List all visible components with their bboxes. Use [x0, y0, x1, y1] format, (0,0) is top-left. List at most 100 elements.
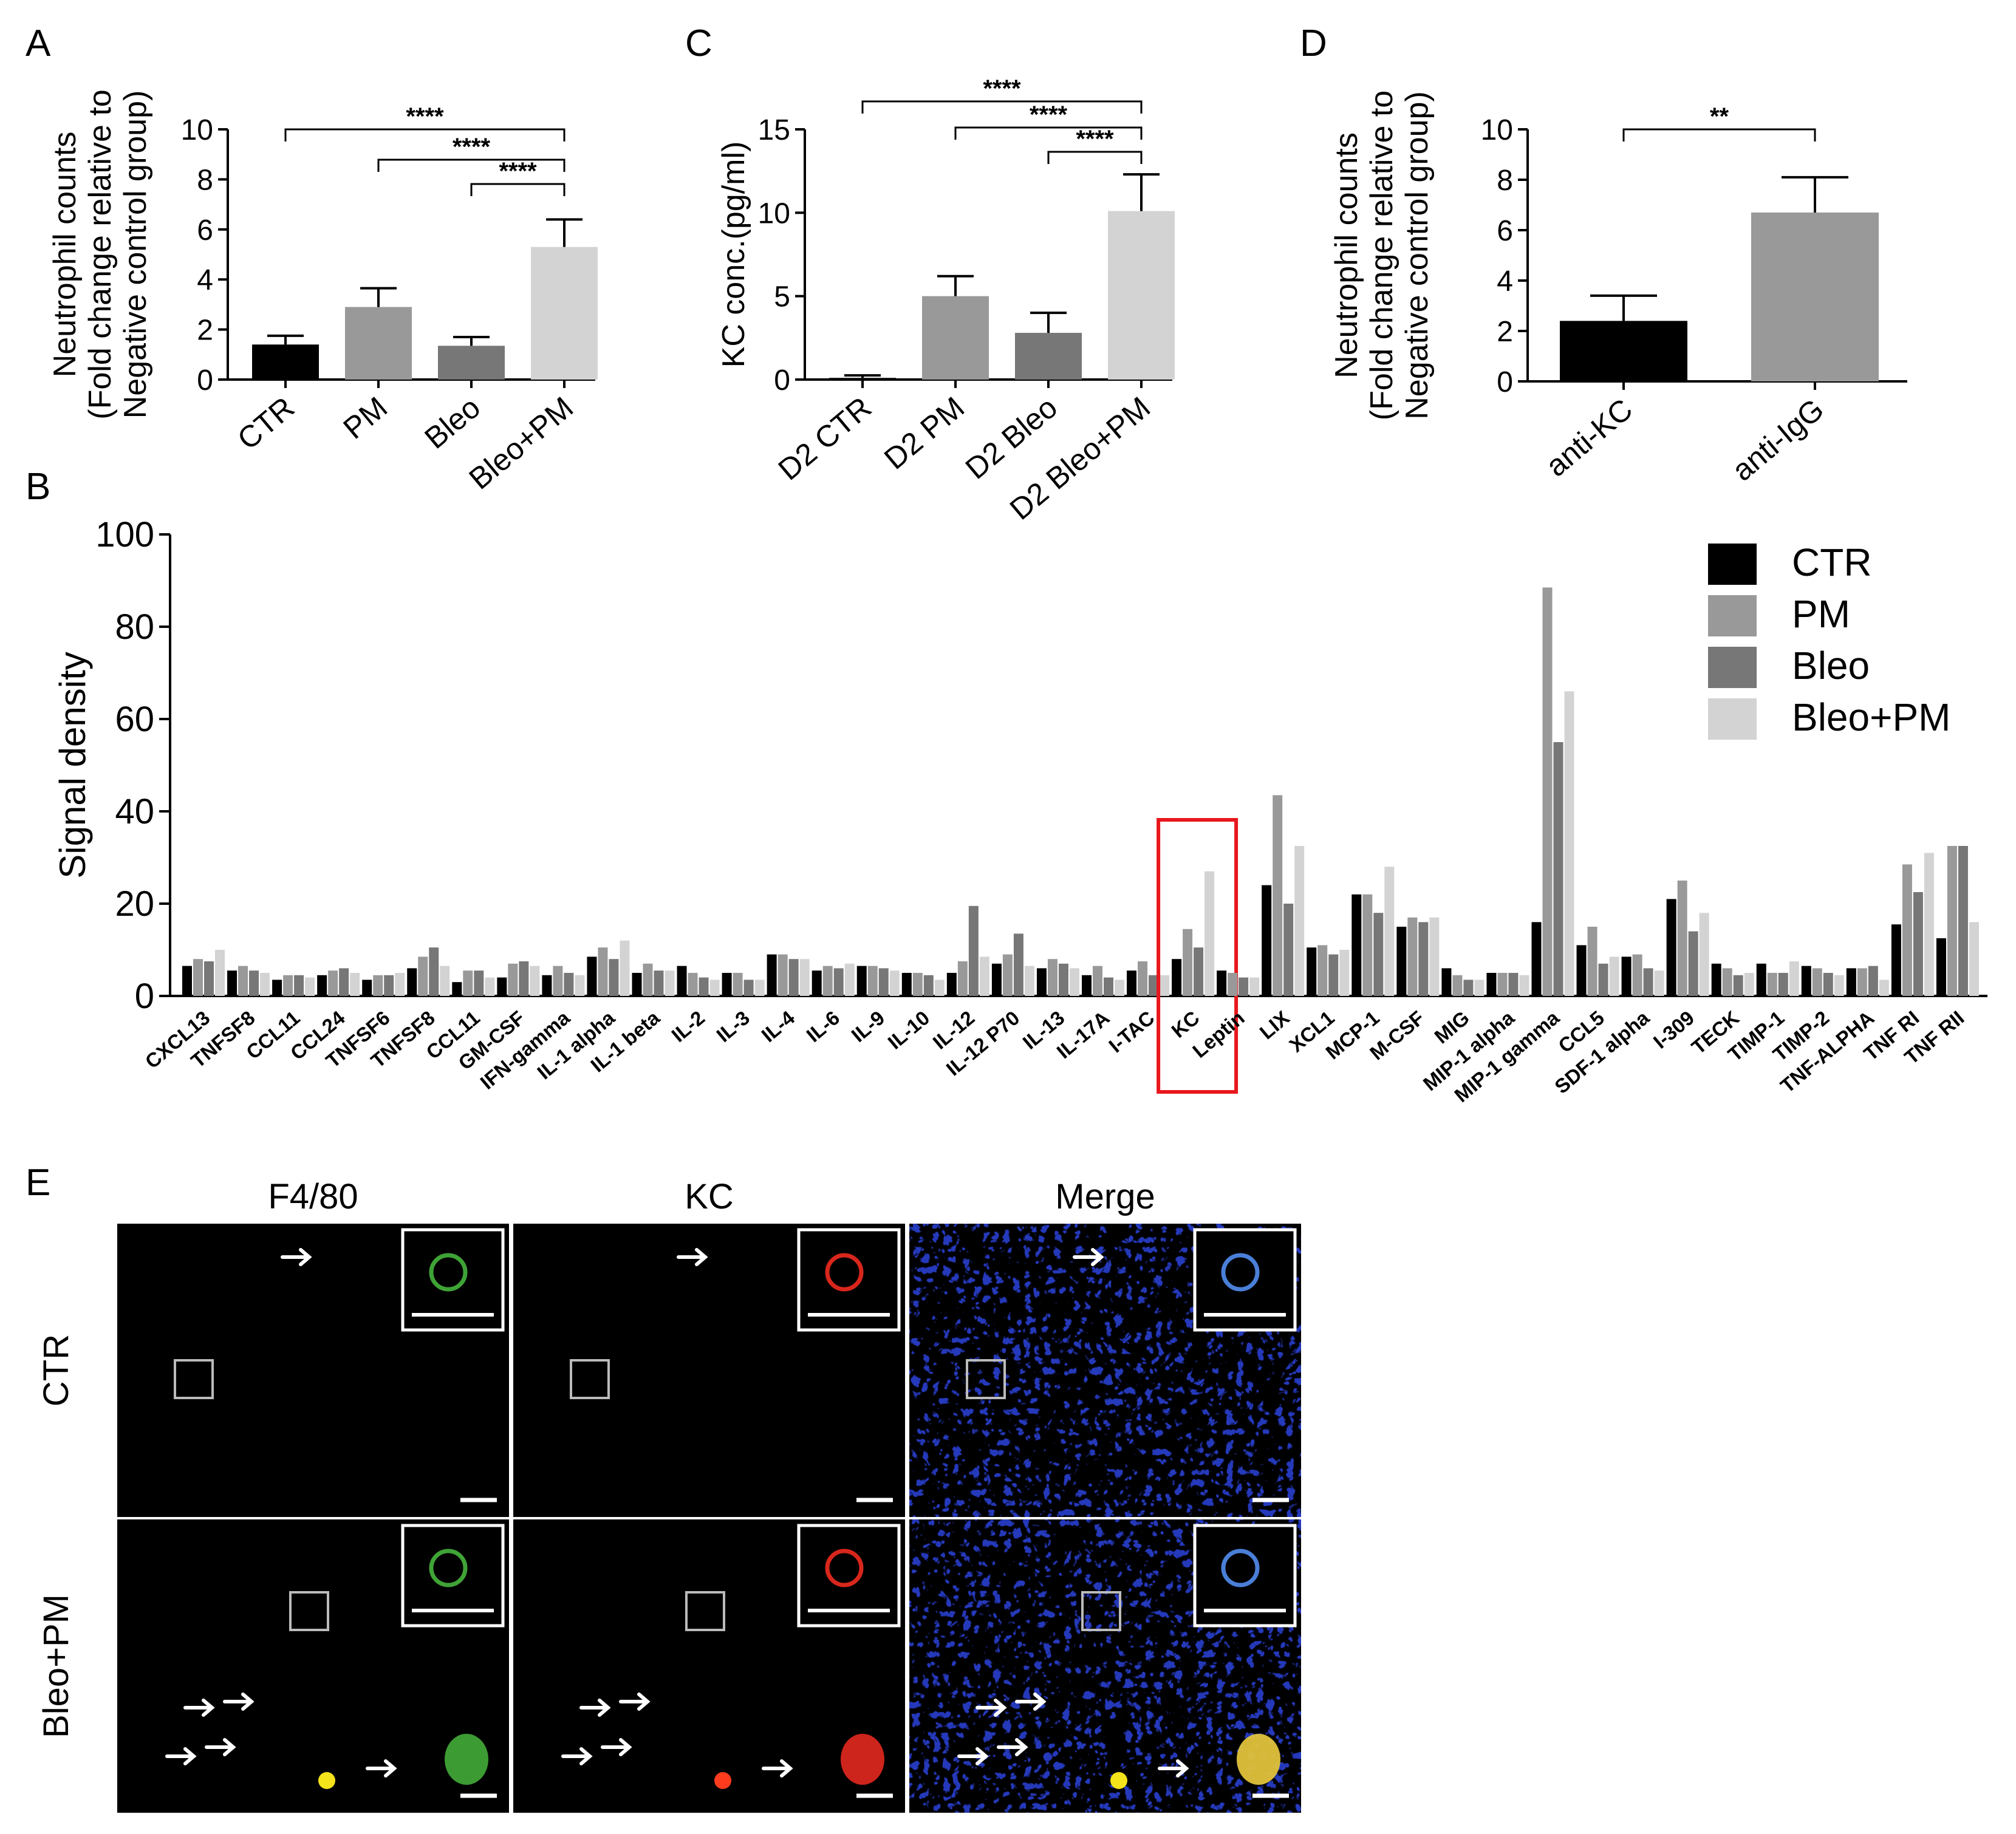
bar-XCL1-Bleo+PM: [1339, 950, 1350, 996]
bar-Bleo: [438, 346, 505, 380]
bar-MIP-1 gamma-Bleo+PM: [1564, 691, 1574, 996]
x-tick-label: Bleo: [418, 390, 487, 455]
bar-TNFSF8-Bleo: [249, 970, 259, 996]
bar-D2 Bleo: [1015, 333, 1082, 380]
bar-IL-17A-Bleo+PM: [1115, 980, 1124, 996]
bar-anti-IgG: [1751, 212, 1879, 381]
bar-IL-10-CTR: [901, 973, 912, 996]
bar-CXCL13-CTR: [182, 966, 192, 996]
micrograph-CTR-KC: [513, 1224, 905, 1517]
bar-IL-13-Bleo+PM: [1069, 968, 1079, 996]
bar-IL-1 beta-Bleo+PM: [665, 970, 675, 996]
bright-cluster: [1237, 1734, 1280, 1785]
bar-TECK-Bleo+PM: [1744, 973, 1754, 996]
significance-label: ****: [983, 75, 1021, 102]
panel-letter-E: E: [26, 1162, 50, 1204]
bar-IL-12 P70-Bleo+PM: [1024, 966, 1034, 996]
bar-TNF RII-Bleo+PM: [1969, 922, 1979, 996]
bar-TNFSF6-CTR: [362, 980, 372, 996]
x-tick-label: IL-9: [847, 1006, 889, 1046]
bar-IFN-gamma-Bleo+PM: [575, 975, 585, 996]
roi-box: [966, 1359, 1006, 1399]
roi-box: [174, 1359, 214, 1399]
bar-TIMP-2-Bleo+PM: [1834, 975, 1844, 996]
chart-panel-d: 0 2 4 6 8 10 Neutrophil counts (Fold change rel…: [1329, 90, 1907, 488]
bar-TECK-PM: [1722, 968, 1732, 996]
bar-IL-1 beta-PM: [643, 963, 653, 996]
legend-swatch: [1708, 595, 1757, 636]
arrow-icon: [183, 1699, 215, 1717]
bar-TNF RII-PM: [1947, 846, 1957, 996]
bar-IL-2-CTR: [677, 966, 687, 996]
micrograph-Bleo+PM-KC: [513, 1519, 905, 1813]
bar-I-TAC-PM: [1138, 961, 1148, 996]
legend-label: Bleo: [1792, 644, 1870, 687]
bar-IL-3-Bleo: [743, 980, 754, 996]
roi-box: [1081, 1591, 1121, 1631]
bar-TIMP-2-PM: [1812, 968, 1822, 996]
panel-letter-A: A: [26, 22, 51, 64]
bright-cluster: [841, 1734, 884, 1785]
bar-Leptin-PM: [1228, 973, 1238, 996]
bar-MCP-1-Bleo+PM: [1384, 867, 1395, 996]
panel-letter-D: D: [1300, 22, 1327, 64]
bar-MIG-CTR: [1441, 968, 1452, 996]
y-axis-label-line: Neutrophil counts: [47, 132, 83, 378]
bar-TNFSF8-CTR: [407, 968, 417, 996]
bar-I-309-PM: [1677, 881, 1687, 996]
bar-MCP-1-Bleo: [1373, 913, 1384, 996]
x-tick-label: IL-2: [667, 1006, 709, 1046]
y-tick-label: 15: [758, 114, 790, 146]
y-tick-label: 0: [197, 364, 213, 397]
y-axis-label-line: Neutrophil counts: [1329, 132, 1364, 378]
y-tick-label: 10: [758, 197, 790, 230]
bar-IL-4-PM: [777, 954, 788, 996]
significance-bracket: [377, 159, 566, 172]
bar-XCL1-PM: [1317, 945, 1328, 996]
bar-TIMP-1-PM: [1767, 973, 1777, 996]
y-tick-label: 6: [1497, 215, 1513, 247]
bar-TNFSF6-Bleo: [384, 975, 394, 996]
significance-label: ****: [453, 134, 491, 160]
bar-TIMP-1-CTR: [1756, 963, 1766, 996]
arrow-icon: [223, 1693, 255, 1711]
bar-IL-10-PM: [912, 973, 923, 996]
bar-TNFSF8-CTR: [227, 970, 237, 996]
bar-MIP-1 alpha-PM: [1497, 973, 1508, 996]
arrow-icon: [957, 1747, 989, 1765]
bar-SDF-1 alpha-Bleo+PM: [1654, 970, 1664, 996]
x-tick-label: IL-6: [802, 1006, 844, 1046]
bar-IL-13-PM: [1047, 959, 1058, 996]
bar-IL-13-CTR: [1036, 968, 1047, 996]
bar-MCP-1-CTR: [1351, 894, 1362, 996]
arrow-icon: [366, 1759, 397, 1778]
bar-SDF-1 alpha-Bleo: [1643, 968, 1653, 996]
bar-MIP-1 alpha-Bleo: [1508, 973, 1519, 996]
y-tick-label: 0: [774, 364, 790, 397]
bar-TNF RI-CTR: [1891, 924, 1901, 996]
bar-anti-KC: [1560, 321, 1687, 381]
bar-CCL11-CTR: [272, 980, 282, 996]
row-header: CTR: [36, 1334, 76, 1406]
bar-CCL5-Bleo: [1598, 963, 1608, 996]
bar-CCL5-Bleo+PM: [1609, 956, 1619, 996]
bar-IL-12 P70-CTR: [991, 963, 1002, 996]
y-tick-label: 0: [1497, 366, 1513, 398]
significance-bracket: [470, 183, 566, 196]
bar-SDF-1 alpha-PM: [1632, 954, 1642, 996]
bar-TIMP-1-Bleo: [1778, 973, 1788, 996]
bar-TNF-ALPHA-Bleo: [1868, 966, 1878, 996]
bar-CXCL13-PM: [193, 959, 203, 996]
bar-TNF RII-Bleo: [1958, 846, 1968, 996]
micrograph-Bleo+PM-F4/80: [117, 1519, 509, 1813]
bar-CXCL13-Bleo: [204, 961, 214, 996]
bar-CCL11-Bleo+PM: [485, 977, 495, 996]
bar-IL-2-Bleo+PM: [709, 980, 720, 996]
significance-bracket: [1622, 128, 1816, 141]
bar-LIX-PM: [1273, 795, 1283, 996]
column-header: F4/80: [268, 1177, 358, 1216]
bar-D2 CTR: [829, 378, 896, 380]
bar-CCL11-Bleo: [474, 970, 484, 996]
bar-IL-10-Bleo+PM: [934, 980, 945, 996]
